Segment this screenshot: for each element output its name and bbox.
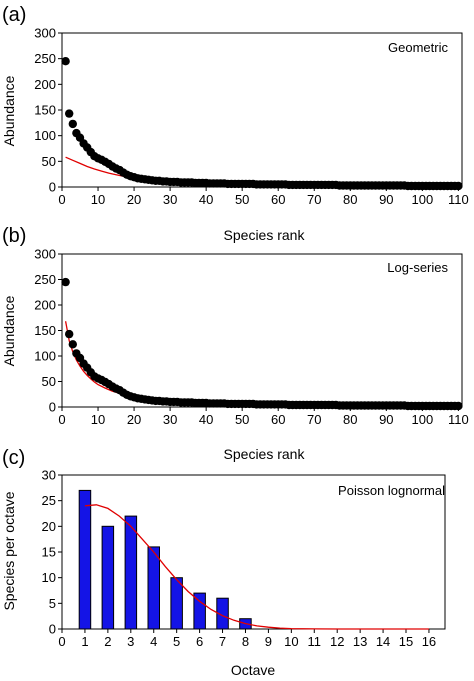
panel-a-y-tick-label: 300 bbox=[34, 26, 56, 41]
panel-b-data-point bbox=[61, 277, 70, 287]
panel-c-x-tick-label: 7 bbox=[219, 634, 226, 649]
panel-c-bar bbox=[170, 577, 183, 630]
panel-c-x-tick-label: 16 bbox=[422, 634, 436, 649]
panel-c-x-tick-label: 2 bbox=[104, 634, 111, 649]
panel-c-y-tick-label: 15 bbox=[42, 545, 56, 560]
panel-b-y-tick-label: 50 bbox=[42, 374, 56, 389]
panel-b-y-axis-label: Abundance bbox=[1, 295, 17, 366]
panel-b-y-tick-label: 0 bbox=[49, 400, 56, 415]
panel-a-x-tick-label: 30 bbox=[163, 192, 177, 207]
panel-a-y-tick-label: 0 bbox=[49, 180, 56, 195]
panel-c-y-tick-label: 25 bbox=[42, 493, 56, 508]
panel-b-plot-frame bbox=[61, 253, 463, 408]
panel-b-y-tick-label: 300 bbox=[34, 247, 56, 262]
panel-c-y-tick-label: 30 bbox=[42, 468, 56, 483]
panel-c-x-tick-label: 4 bbox=[150, 634, 157, 649]
panel-c-bar bbox=[216, 597, 229, 630]
panel-b-x-tick-label: 20 bbox=[127, 412, 141, 427]
panel-c-y-axis-label: Species per octave bbox=[1, 491, 17, 610]
panel-c-x-tick-label: 8 bbox=[242, 634, 249, 649]
panel-c-x-tick-label: 3 bbox=[127, 634, 134, 649]
panel-b-x-tick-label: 110 bbox=[448, 412, 469, 427]
panel-c-plot-frame bbox=[61, 474, 446, 630]
panel-c-x-tick-label: 5 bbox=[173, 634, 180, 649]
panel-c-x-tick-label: 12 bbox=[330, 634, 344, 649]
panel-c-x-tick-label: 15 bbox=[399, 634, 413, 649]
panel-b-x-tick-label: 60 bbox=[271, 412, 285, 427]
panel-b-data-point bbox=[68, 340, 78, 349]
panel-c-x-tick-label: 9 bbox=[265, 634, 272, 649]
panel-a-y-tick-label: 150 bbox=[34, 103, 56, 118]
panel-c-y-tick-label: 0 bbox=[49, 622, 56, 637]
panel-c-x-tick-label: 14 bbox=[376, 634, 390, 649]
panel-c-bar bbox=[101, 525, 115, 630]
panel-b-x-tick-label: 100 bbox=[412, 412, 434, 427]
panel-a-x-tick-label: 50 bbox=[235, 192, 249, 207]
panel-a-x-tick-label: 60 bbox=[271, 192, 285, 207]
panel-c: (c) Species per octave Octave Poisson lo… bbox=[1, 447, 446, 678]
panel-b-x-tick-label: 0 bbox=[58, 412, 65, 427]
panel-c-x-tick-label: 0 bbox=[58, 634, 65, 649]
panel-a-x-tick-label: 10 bbox=[91, 192, 105, 207]
panel-a-label: (a) bbox=[2, 4, 26, 26]
panel-b-data-point bbox=[65, 329, 74, 339]
panel-c-y-tick-label: 10 bbox=[42, 570, 56, 585]
panel-c-x-tick-label: 11 bbox=[308, 634, 322, 649]
panel-a-plot-frame bbox=[61, 32, 463, 188]
panel-b-y-tick-label: 250 bbox=[34, 272, 56, 287]
panel-a: (a) Abundance Species rank Geometric 0 50… bbox=[1, 4, 469, 243]
panel-b-x-tick-label: 50 bbox=[235, 412, 249, 427]
panel-a-x-tick-label: 20 bbox=[127, 192, 141, 207]
panel-b-model-label: Log-series bbox=[387, 260, 448, 275]
panel-c-bar bbox=[124, 515, 138, 630]
panel-b-y-tick-label: 150 bbox=[34, 323, 56, 338]
panel-b-x-axis-label: Species rank bbox=[224, 446, 306, 462]
panel-a-x-tick-label: 100 bbox=[412, 192, 434, 207]
panel-b-x-tick-label: 90 bbox=[379, 412, 393, 427]
panel-b-y-tick-label: 100 bbox=[34, 349, 56, 364]
panel-b-data-point bbox=[454, 401, 463, 411]
panel-c-x-axis-label: Octave bbox=[231, 662, 276, 678]
panel-a-y-tick-label: 200 bbox=[34, 77, 56, 92]
panel-a-y-tick-label: 100 bbox=[34, 128, 56, 143]
panel-b-y-tick-label: 200 bbox=[34, 298, 56, 313]
panel-a-x-tick-label: 90 bbox=[379, 192, 393, 207]
panel-c-bar bbox=[78, 489, 92, 630]
panel-b-x-tick-label: 30 bbox=[163, 412, 177, 427]
panel-c-model-label: Poisson lognormal bbox=[338, 483, 445, 498]
panel-c-x-tick-label: 1 bbox=[81, 634, 88, 649]
panel-a-y-tick-label: 50 bbox=[42, 154, 56, 169]
panel-a-data-point bbox=[61, 57, 70, 66]
panel-b-x-tick-label: 70 bbox=[307, 412, 321, 427]
panel-a-x-tick-label: 70 bbox=[307, 192, 321, 207]
panel-a-y-tick-label: 250 bbox=[34, 51, 56, 66]
panel-c-x-tick-label: 13 bbox=[353, 634, 367, 649]
panel-c-bar bbox=[147, 546, 160, 630]
panel-c-label: (c) bbox=[2, 447, 25, 469]
panel-c-x-tick-label: 10 bbox=[284, 634, 298, 649]
panel-a-y-axis-label: Abundance bbox=[1, 75, 17, 146]
panel-a-x-tick-label: 80 bbox=[343, 192, 357, 207]
panel-b: (b) Abundance Species rank Log-series 0 5… bbox=[1, 225, 469, 462]
panel-c-y-tick-label: 20 bbox=[42, 519, 56, 534]
panel-b-label: (b) bbox=[2, 225, 26, 247]
panel-a-x-axis-label: Species rank bbox=[224, 227, 306, 243]
panel-a-x-tick-label: 110 bbox=[448, 192, 469, 207]
panel-b-x-tick-label: 80 bbox=[343, 412, 357, 427]
panel-c-fit-line bbox=[84, 504, 429, 630]
panel-b-x-tick-label: 10 bbox=[91, 412, 105, 427]
panel-a-data-point bbox=[68, 119, 78, 129]
panel-a-data-point bbox=[454, 181, 463, 191]
panel-a-x-tick-label: 40 bbox=[199, 192, 213, 207]
panel-a-model-label: Geometric bbox=[388, 40, 448, 55]
panel-c-x-tick-label: 6 bbox=[196, 634, 203, 649]
panel-a-x-tick-label: 0 bbox=[58, 192, 65, 207]
panel-c-bar bbox=[193, 592, 206, 630]
panel-a-data-point bbox=[65, 109, 74, 118]
panel-c-y-tick-label: 5 bbox=[49, 596, 56, 611]
panel-b-x-tick-label: 40 bbox=[199, 412, 213, 427]
